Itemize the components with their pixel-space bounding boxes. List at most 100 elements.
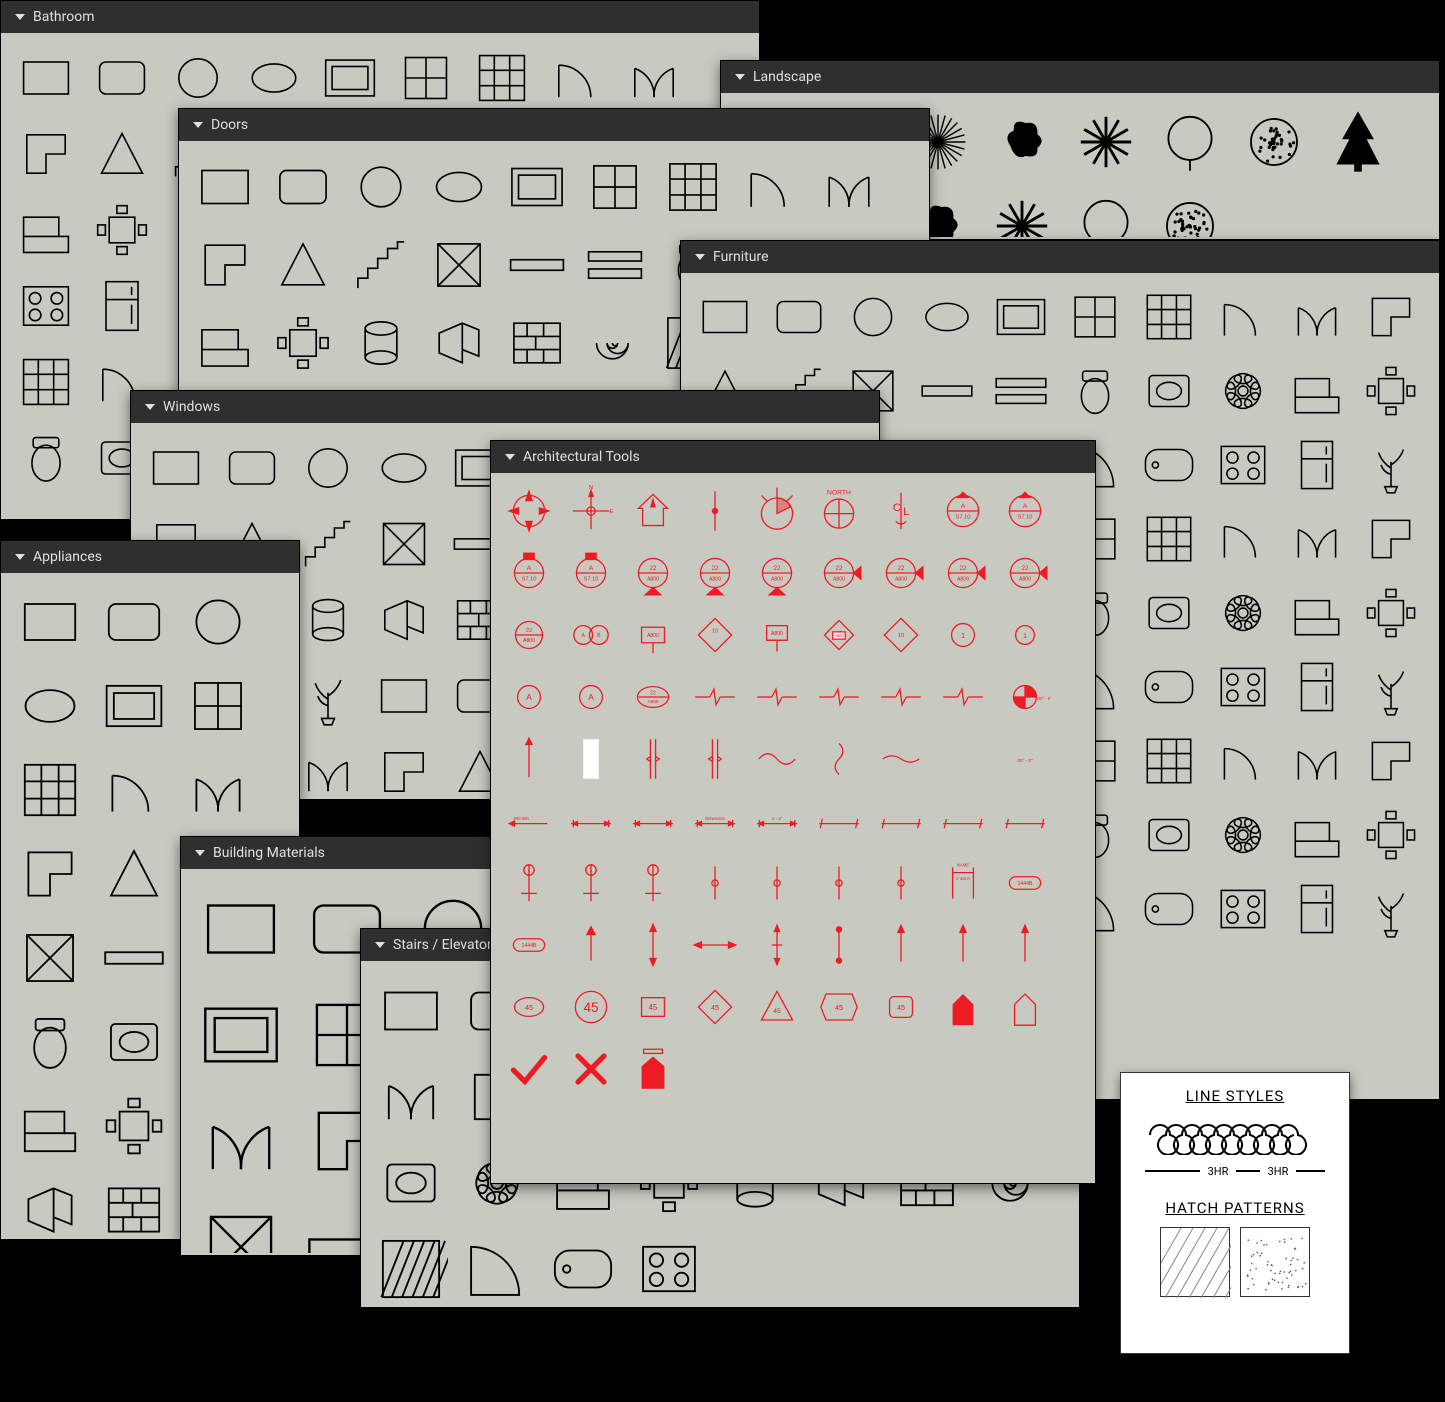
stencil-item[interactable] [501,731,557,787]
stencil-item[interactable] [391,43,461,113]
stencil-item[interactable] [811,731,867,787]
stencil-item[interactable] [11,1087,89,1165]
stencil-item[interactable] [765,283,833,351]
stencil-item[interactable] [369,585,439,655]
stencil-item[interactable] [1283,505,1351,573]
stencil-item[interactable] [11,583,89,661]
stencil-item[interactable]: 45 [501,979,557,1035]
stencil-item[interactable] [371,1057,451,1137]
stencil-item[interactable] [267,307,339,379]
stencil-item[interactable] [293,585,363,655]
stencil-item[interactable]: A800 [749,607,805,663]
stencil-item[interactable] [1357,283,1425,351]
stencil-item[interactable] [267,151,339,223]
stencil-item[interactable] [749,483,805,539]
stencil-item[interactable] [811,793,867,849]
stencil-item[interactable] [345,151,417,223]
stencil-item[interactable] [467,43,537,113]
stencil-item[interactable] [735,151,807,223]
stencil-item[interactable] [811,669,867,725]
stencil-item[interactable] [687,731,743,787]
panel-header-windows[interactable]: Windows [131,391,879,423]
stencil-item[interactable] [625,731,681,787]
stencil-item[interactable] [369,433,439,503]
stencil-item[interactable] [95,1003,173,1081]
stencil-item[interactable] [811,917,867,973]
stencil-item[interactable]: 45 [563,979,619,1035]
panel-header-bathroom[interactable]: Bathroom [1,1,759,33]
stencil-item[interactable] [1209,283,1277,351]
stencil-item[interactable] [95,835,173,913]
stencil-item[interactable] [345,307,417,379]
stencil-item[interactable]: AS7.10 [563,545,619,601]
stencil-item[interactable] [935,917,991,973]
stencil-item[interactable] [163,43,233,113]
stencil-item[interactable] [1135,579,1203,647]
stencil-item[interactable] [371,1143,451,1223]
stencil-item[interactable] [11,1171,89,1237]
stencil-item[interactable] [369,661,439,731]
stencil-item[interactable] [687,1041,743,1097]
stencil-item[interactable]: CL [873,483,929,539]
stencil-item[interactable] [423,307,495,379]
stencil-item[interactable]: NE [563,483,619,539]
stencil-item[interactable] [179,583,257,661]
stencil-item[interactable] [11,1003,89,1081]
stencil-item[interactable] [619,43,689,113]
stencil-item[interactable] [1357,357,1425,425]
stencil-item[interactable]: 13A800 [811,607,867,663]
stencil-item[interactable]: 45 [749,979,805,1035]
stencil-item[interactable] [749,855,805,911]
stencil-item[interactable] [371,1229,451,1305]
stencil-item[interactable] [1061,357,1129,425]
stencil-item[interactable]: 1444B [501,917,557,973]
stencil-item[interactable] [191,1091,291,1191]
stencil-item[interactable] [11,751,89,829]
stencil-item[interactable] [563,731,619,787]
stencil-item[interactable] [369,737,439,797]
stencil-item[interactable] [563,793,619,849]
stencil-item[interactable] [629,1229,709,1305]
stencil-item[interactable] [141,433,211,503]
panel-header-landscape[interactable]: Landscape [721,61,1439,93]
stencil-item[interactable] [191,879,291,979]
stencil-item[interactable] [997,917,1053,973]
stencil-item[interactable] [579,307,651,379]
stencil-item[interactable]: Dimension [687,793,743,849]
stencil-item[interactable] [935,979,991,1035]
stencil-item[interactable] [95,919,173,997]
stencil-item[interactable] [749,731,805,787]
stencil-item[interactable] [1283,283,1351,351]
stencil-item[interactable]: 22A800 [625,669,681,725]
stencil-item[interactable] [691,283,759,351]
stencil-item[interactable]: NAME0" 888 R [935,855,991,911]
stencil-item[interactable] [1135,875,1203,943]
stencil-item[interactable] [11,835,89,913]
stencil-item[interactable] [987,283,1055,351]
stencil-item[interactable] [811,1041,867,1097]
stencil-item[interactable] [267,229,339,301]
stencil-item[interactable] [1135,505,1203,573]
stencil-item[interactable]: 000.000 [501,793,557,849]
stencil-item[interactable] [189,307,261,379]
stencil-item[interactable] [95,667,173,745]
stencil-item[interactable] [1283,653,1351,721]
hatch-sample-stipple[interactable] [1240,1227,1310,1297]
stencil-item[interactable] [1357,801,1425,869]
stencil-item[interactable] [239,43,309,113]
stencil-item[interactable] [95,751,173,829]
stencil-item[interactable] [873,1041,929,1097]
stencil-item[interactable] [423,151,495,223]
stencil-item[interactable] [935,793,991,849]
hatch-sample-diagonal[interactable] [1160,1227,1230,1297]
stencil-item[interactable] [579,151,651,223]
stencil-item[interactable] [749,669,805,725]
stencil-item[interactable]: NSWE [501,483,557,539]
stencil-item[interactable] [1209,505,1277,573]
stencil-item[interactable] [1357,727,1425,795]
stencil-item[interactable] [293,737,363,797]
stencil-item[interactable] [543,1229,623,1305]
stencil-item[interactable]: 1 [935,607,991,663]
stencil-item[interactable] [543,43,613,113]
stencil-item[interactable] [11,43,81,113]
